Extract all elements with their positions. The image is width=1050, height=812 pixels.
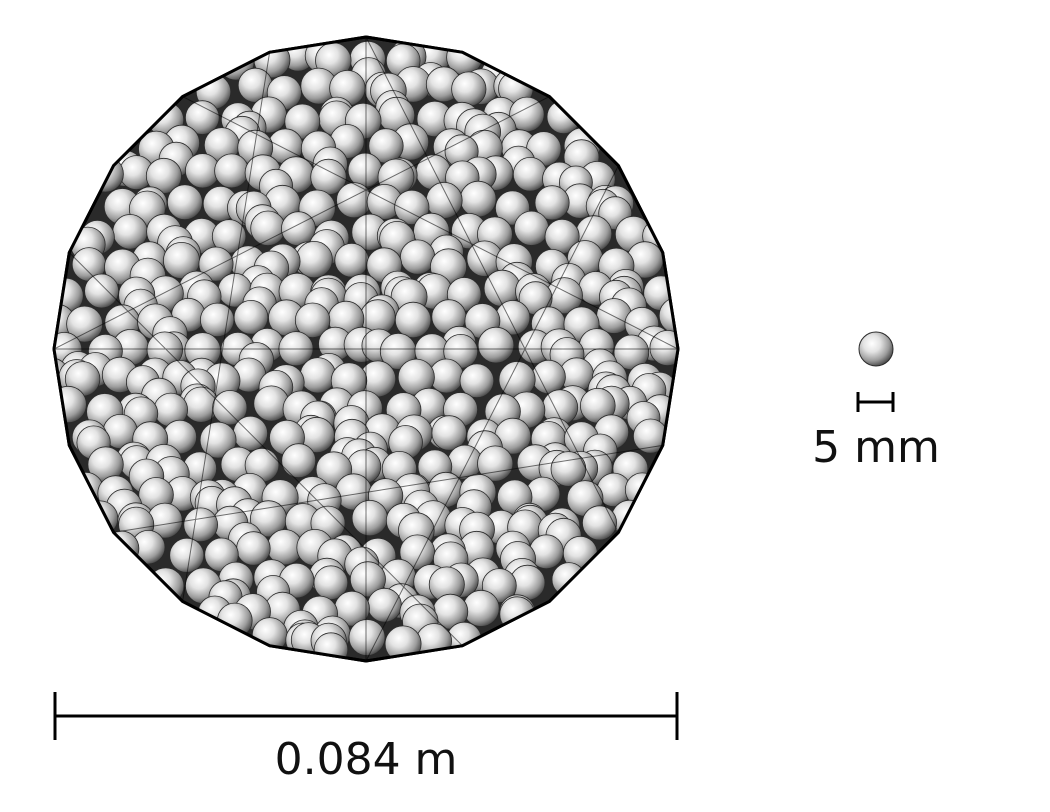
- mesh-line: [68, 252, 463, 647]
- packed-sphere: [551, 562, 587, 597]
- packed-sphere: [169, 537, 205, 573]
- packed-sphere: [166, 184, 203, 221]
- container-edge: [52, 35, 680, 663]
- packed-sphere: [294, 302, 331, 338]
- sphere-packing: [54, 37, 678, 661]
- packed-sphere: [236, 531, 271, 566]
- packed-sphere: [284, 103, 321, 140]
- packed-sphere: [512, 157, 548, 192]
- packed-sphere: [394, 189, 430, 225]
- packed-sphere: [185, 100, 220, 135]
- packed-bed: [52, 35, 680, 663]
- mesh-line: [113, 444, 663, 533]
- packed-sphere: [348, 619, 386, 656]
- mesh-line: [182, 52, 271, 602]
- packed-sphere: [54, 385, 87, 424]
- container-mesh-lines: [54, 37, 678, 661]
- packed-sphere: [649, 329, 678, 366]
- packed-sphere: [183, 507, 219, 543]
- packed-sphere: [214, 153, 250, 189]
- packed-sphere: [546, 99, 581, 135]
- packed-sphere: [431, 415, 467, 451]
- container-scale-label: 0.084 m: [275, 734, 458, 785]
- packed-sphere: [351, 499, 388, 537]
- packed-sphere: [459, 180, 497, 218]
- packed-sphere: [499, 596, 536, 632]
- sphere-icon: [858, 331, 894, 367]
- mesh-line: [182, 96, 678, 350]
- reference-particle: [858, 331, 894, 367]
- packed-sphere: [281, 443, 317, 479]
- packed-sphere: [477, 445, 514, 482]
- packed-sphere: [295, 241, 333, 279]
- packed-sphere: [313, 632, 349, 661]
- packed-sphere: [534, 185, 570, 221]
- packed-sphere: [349, 561, 386, 598]
- packed-sphere: [399, 239, 436, 275]
- packed-sphere: [459, 363, 495, 399]
- packed-sphere: [531, 359, 566, 395]
- packed-sphere: [582, 505, 618, 541]
- packed-sphere: [611, 499, 649, 537]
- mesh-line: [54, 96, 550, 350]
- packed-sphere: [103, 530, 140, 567]
- mesh-line: [365, 165, 619, 661]
- particle-scale-bar: [856, 392, 895, 412]
- packed-sphere: [658, 297, 678, 335]
- packed-sphere: [198, 246, 234, 282]
- packed-sphere: [643, 275, 678, 311]
- mesh-line: [365, 37, 619, 533]
- packed-sphere: [367, 587, 402, 623]
- packed-sphere: [394, 301, 432, 339]
- packed-sphere: [334, 242, 370, 278]
- particle-scale-label: 5 mm: [812, 422, 940, 473]
- packed-sphere: [84, 273, 119, 309]
- packed-sphere: [451, 71, 487, 107]
- packed-sphere: [347, 152, 383, 188]
- packed-sphere: [212, 390, 248, 426]
- packed-sphere: [477, 326, 515, 364]
- packed-sphere: [462, 589, 500, 627]
- container-scale-bar: [53, 692, 679, 740]
- packed-sphere: [299, 357, 336, 394]
- packed-sphere: [513, 210, 550, 246]
